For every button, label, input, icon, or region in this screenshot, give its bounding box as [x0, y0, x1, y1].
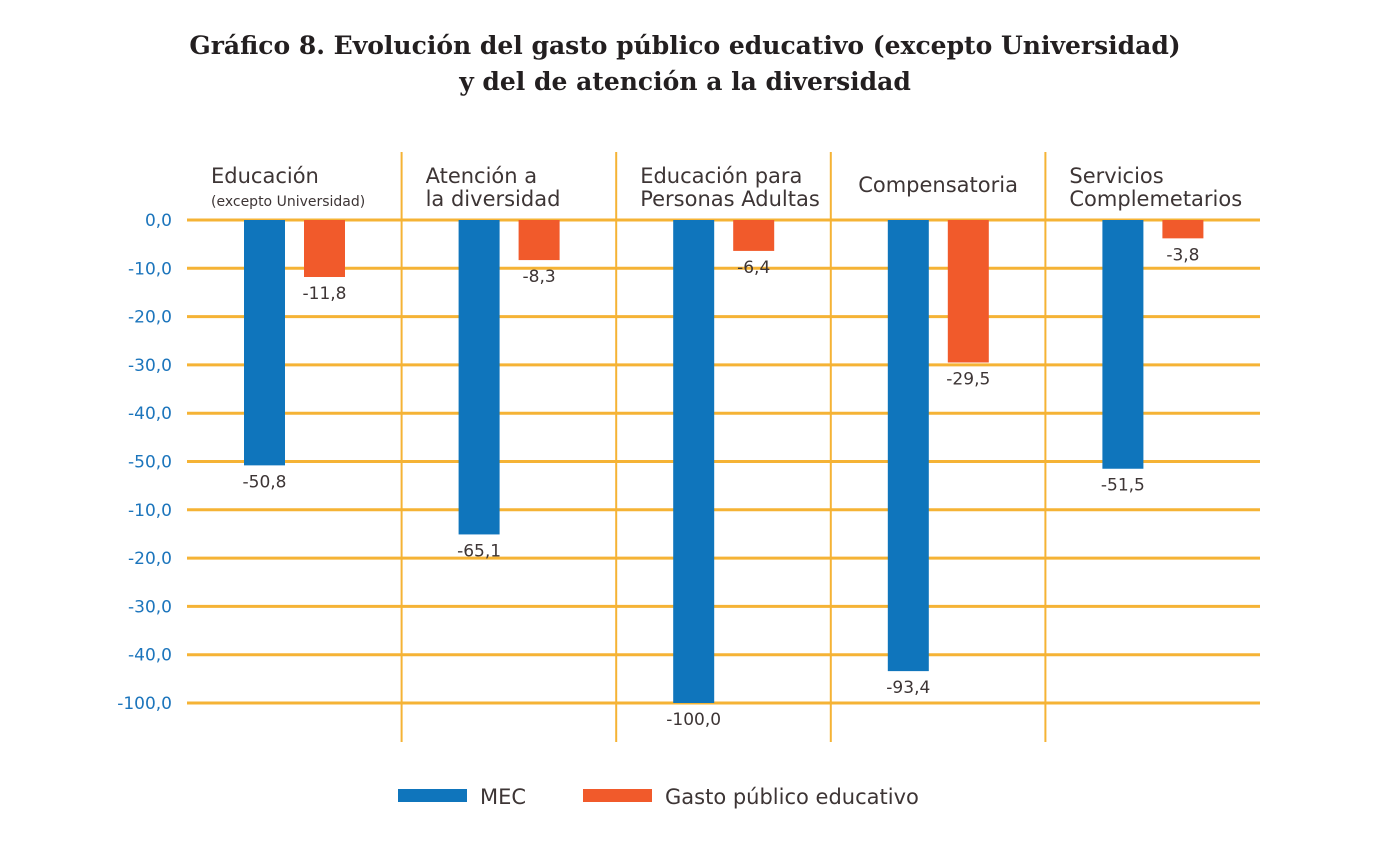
x-category-label: Educación — [211, 164, 319, 188]
chart-title: Gráfico 8. Evolución del gasto público e… — [189, 31, 1180, 60]
y-tick-label: -10,0 — [128, 501, 172, 521]
data-label: -6,4 — [737, 258, 770, 278]
bar — [733, 220, 775, 251]
bar — [1162, 220, 1204, 239]
data-label: -51,5 — [1101, 476, 1145, 496]
legend-swatch — [583, 789, 652, 802]
x-category-label: Compensatoria — [858, 173, 1018, 197]
data-label: -65,1 — [457, 541, 501, 561]
y-tick-label: -30,0 — [128, 356, 172, 376]
y-tick-label: -10,0 — [128, 259, 172, 279]
bar — [518, 220, 560, 261]
y-tick-label: -100,0 — [117, 694, 172, 714]
y-tick-label: -40,0 — [128, 646, 172, 666]
chart-title: y del de atención a la diversidad — [458, 67, 911, 96]
legend-label: MEC — [480, 785, 526, 809]
x-category-label: la diversidad — [426, 187, 561, 211]
bar — [244, 220, 285, 466]
y-tick-label: -40,0 — [128, 404, 172, 424]
legend-label: Gasto público educativo — [665, 785, 919, 809]
x-category-label: Complemetarios — [1069, 187, 1242, 211]
bar — [1102, 220, 1144, 469]
data-label: -100,0 — [666, 710, 721, 730]
x-category-label: (excepto Universidad) — [211, 194, 365, 210]
data-label: -3,8 — [1166, 245, 1199, 265]
x-category-label: Servicios — [1069, 164, 1163, 188]
y-tick-label: -50,0 — [128, 453, 172, 473]
legend-swatch — [398, 789, 467, 802]
data-label: -50,8 — [243, 472, 287, 492]
x-category-label: Educación para — [640, 164, 802, 188]
data-label: -93,4 — [886, 678, 930, 698]
y-tick-label: 0,0 — [145, 211, 172, 231]
y-tick-label: -20,0 — [128, 308, 172, 328]
data-label: -8,3 — [523, 267, 556, 287]
bar — [947, 220, 989, 363]
bar — [304, 220, 345, 277]
data-label: -11,8 — [303, 284, 347, 304]
y-tick-label: -20,0 — [128, 549, 172, 569]
x-category-label: Personas Adultas — [640, 187, 820, 211]
y-tick-label: -30,0 — [128, 597, 172, 617]
bar — [887, 220, 929, 672]
data-label: -29,5 — [946, 369, 990, 389]
bar — [673, 220, 715, 703]
bar — [458, 220, 500, 535]
x-category-label: Atención a — [426, 164, 538, 188]
